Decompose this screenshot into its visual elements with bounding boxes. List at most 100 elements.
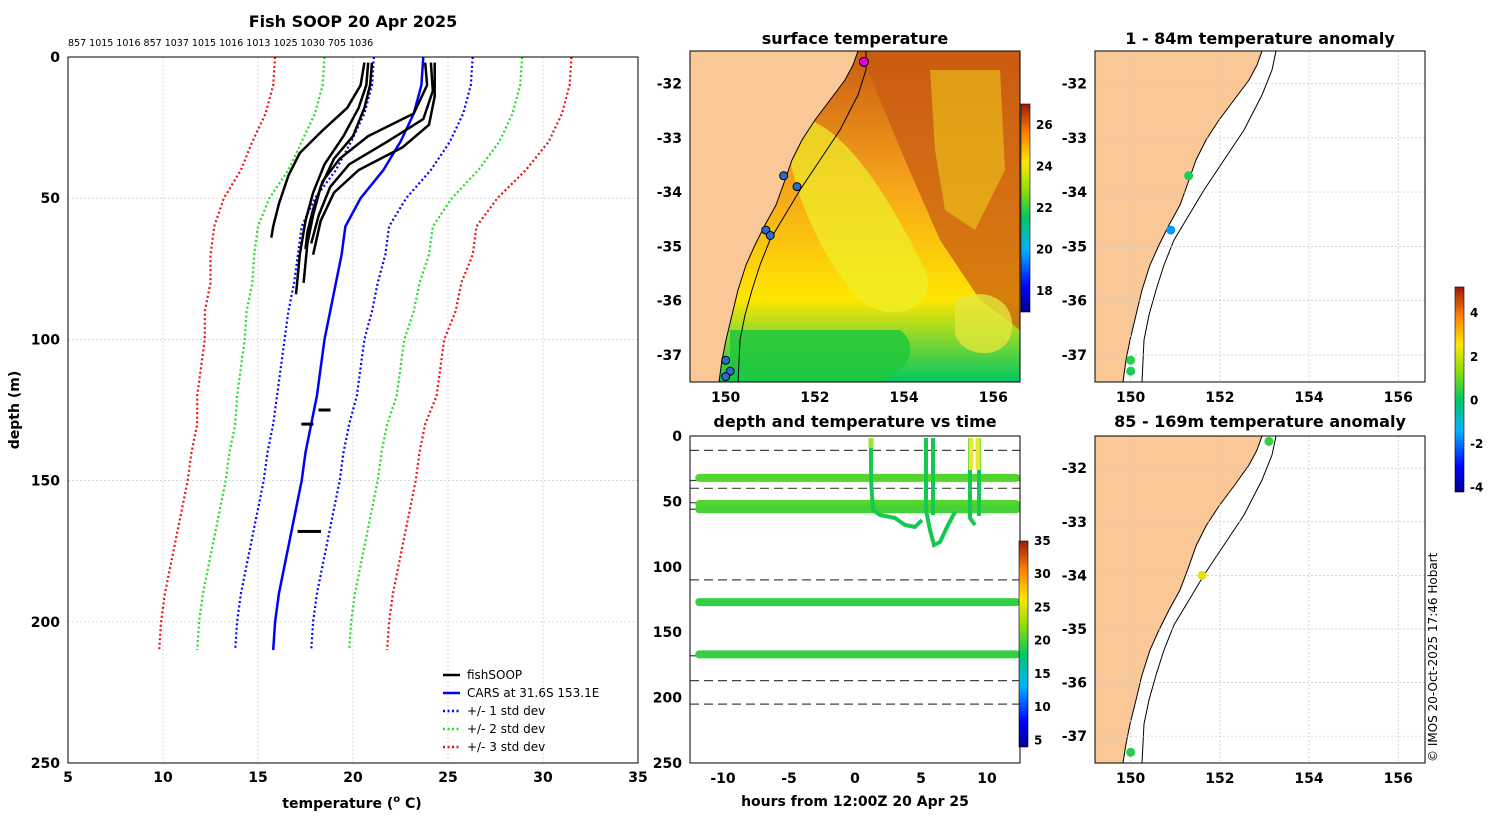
sst-colorbar-label: 24 (1036, 159, 1053, 173)
profile-xtick: 20 (343, 770, 363, 786)
anomaly-colorbar (1454, 286, 1465, 493)
depth-time-colorbar-label: 35 (1034, 534, 1051, 548)
map-xtick: 150 (1116, 771, 1145, 787)
map-ytick: -37 (657, 348, 682, 364)
fishsoop-profile-line (302, 62, 374, 284)
std-dev-3-line (158, 57, 277, 651)
sst-colorbar-label: 22 (1036, 201, 1053, 215)
depth-time-colorbar (1018, 540, 1029, 748)
legend-label: fishSOOP (467, 668, 522, 682)
anomaly-deep-contour (1141, 436, 1277, 763)
sst-shelf-contour (737, 51, 867, 382)
map-xtick: 156 (1384, 771, 1413, 787)
map-ytick: -33 (1062, 515, 1087, 531)
profile-xtick: 15 (248, 770, 267, 786)
depth-time-ytick: 50 (663, 494, 683, 510)
sst-eddy (955, 294, 1013, 354)
map-xtick: 156 (1384, 390, 1413, 406)
map-ytick: -34 (1062, 185, 1088, 201)
sst-station-marker (765, 230, 775, 240)
anomaly-point (1126, 355, 1136, 365)
map-ytick: -34 (1062, 568, 1088, 584)
anomaly-shallow-ticks: 150 152 154 156 -32 -33 -34 -35 -36 -37 (1062, 77, 1413, 406)
depth-time-xtick: -10 (710, 771, 736, 787)
profile-ytick: 150 (31, 474, 60, 490)
map-ytick: -33 (1062, 131, 1087, 147)
map-xtick: 154 (1294, 771, 1323, 787)
anomaly-colorbar-label: 0 (1470, 393, 1478, 407)
sst-colorbar-label: 26 (1036, 118, 1053, 132)
legend-label: +/- 1 std dev (467, 704, 545, 718)
profile-std-lines (158, 57, 573, 651)
fishsoop-profile-line (294, 62, 370, 295)
sst-station-marker (779, 171, 789, 181)
depth-time-xtick: -5 (781, 771, 797, 787)
sst-panel: surface temperature 18 20 22 24 26 150 152 154… (657, 29, 1053, 406)
sst-station-marker (721, 372, 731, 382)
anomaly-shallow-points (1126, 171, 1194, 376)
depth-time-xtick: 5 (916, 771, 926, 787)
map-ytick: -36 (1062, 294, 1087, 310)
anomaly-point (1126, 747, 1136, 757)
map-ytick: -35 (657, 239, 682, 255)
anomaly-deep-land (1095, 436, 1263, 763)
map-xtick: 150 (1116, 390, 1145, 406)
map-ytick: -35 (1062, 622, 1087, 638)
sst-land (690, 51, 859, 382)
anomaly-shallow-frame (1094, 50, 1426, 383)
profile-xtick: 35 (628, 770, 647, 786)
anomaly-colorbar-ticks: -4 -2 0 2 4 (1470, 306, 1483, 494)
legend-label: +/- 3 std dev (467, 740, 545, 754)
profile-xtick: 10 (153, 770, 173, 786)
depth-time-colorbar-label: 20 (1034, 634, 1051, 648)
sst-colorbar-label: 18 (1036, 284, 1053, 298)
depth-time-colorbar-label: 30 (1034, 567, 1051, 581)
anomaly-point (1166, 225, 1176, 235)
sst-stations (721, 56, 869, 382)
profile-ytick: 100 (31, 332, 60, 348)
sst-station-marker (858, 56, 869, 67)
sst-ticks: 150 152 154 156 -32 -33 -34 -35 -36 -37 (657, 77, 1008, 406)
map-ytick: -32 (1062, 461, 1087, 477)
cars-mean-line (271, 57, 425, 651)
map-ytick: -32 (1062, 77, 1087, 93)
fishsoop-profile-line (270, 62, 366, 238)
profile-ytick: 50 (41, 191, 61, 207)
anomaly-colorbar-label: 4 (1470, 306, 1478, 320)
map-ytick: -37 (1062, 729, 1087, 745)
fishsoop-profiles (270, 62, 436, 533)
fishsoop-profile-line (309, 62, 435, 244)
map-ytick: -33 (657, 131, 682, 147)
profile-legend: fishSOOP CARS at 31.6S 153.1E +/- 1 std de… (443, 668, 599, 754)
sst-colorbar-label: 20 (1036, 243, 1053, 257)
anomaly-deep-points (1126, 436, 1274, 757)
sst-axes-frame (689, 50, 1021, 383)
credit: © IMOS 20-Oct-2025 17:46 Hobart (1426, 552, 1440, 762)
anomaly-deep-frame (1094, 435, 1426, 764)
map-xtick: 152 (1205, 390, 1234, 406)
map-xtick: 154 (889, 390, 918, 406)
anomaly-deep-panel: 85 - 169m temperature anomaly 150 152 154 1… (1062, 412, 1426, 787)
profile-ytick: 200 (31, 615, 60, 631)
profile-xlabel: temperature (o C) (282, 794, 421, 812)
sst-cool-patch (930, 70, 1005, 230)
anomaly-shallow-panel: 1 - 84m temperature anomaly 150 152 154 156… (1062, 29, 1426, 406)
map-ytick: -32 (657, 77, 682, 93)
legend-label: CARS at 31.6S 153.1E (467, 686, 599, 700)
map-ytick: -37 (1062, 348, 1087, 364)
profile-top-numbers: 857 1015 1016 857 1037 1015 1016 1013 10… (68, 38, 373, 49)
depth-time-xtick: 10 (977, 771, 997, 787)
sst-cool-band (790, 120, 929, 313)
anomaly-point (1197, 570, 1207, 580)
profile-ylabel: depth (m) (7, 371, 23, 449)
anomaly-shallow-land (1095, 51, 1263, 382)
profile-ticks: 5 10 15 20 25 30 35 0 50 100 150 200 250 (31, 50, 648, 786)
anomaly-deep-grid (1095, 436, 1425, 763)
depth-time-colorbar-ticks: 5 10 15 20 25 30 35 (1034, 534, 1051, 747)
map-xtick: 154 (1294, 390, 1323, 406)
map-ytick: -36 (657, 294, 682, 310)
surface-markers (868, 438, 981, 470)
anomaly-colorbar-label: 2 (1470, 350, 1478, 364)
fishsoop-profile-line (304, 62, 429, 250)
depth-time-ytick: 0 (672, 429, 682, 445)
